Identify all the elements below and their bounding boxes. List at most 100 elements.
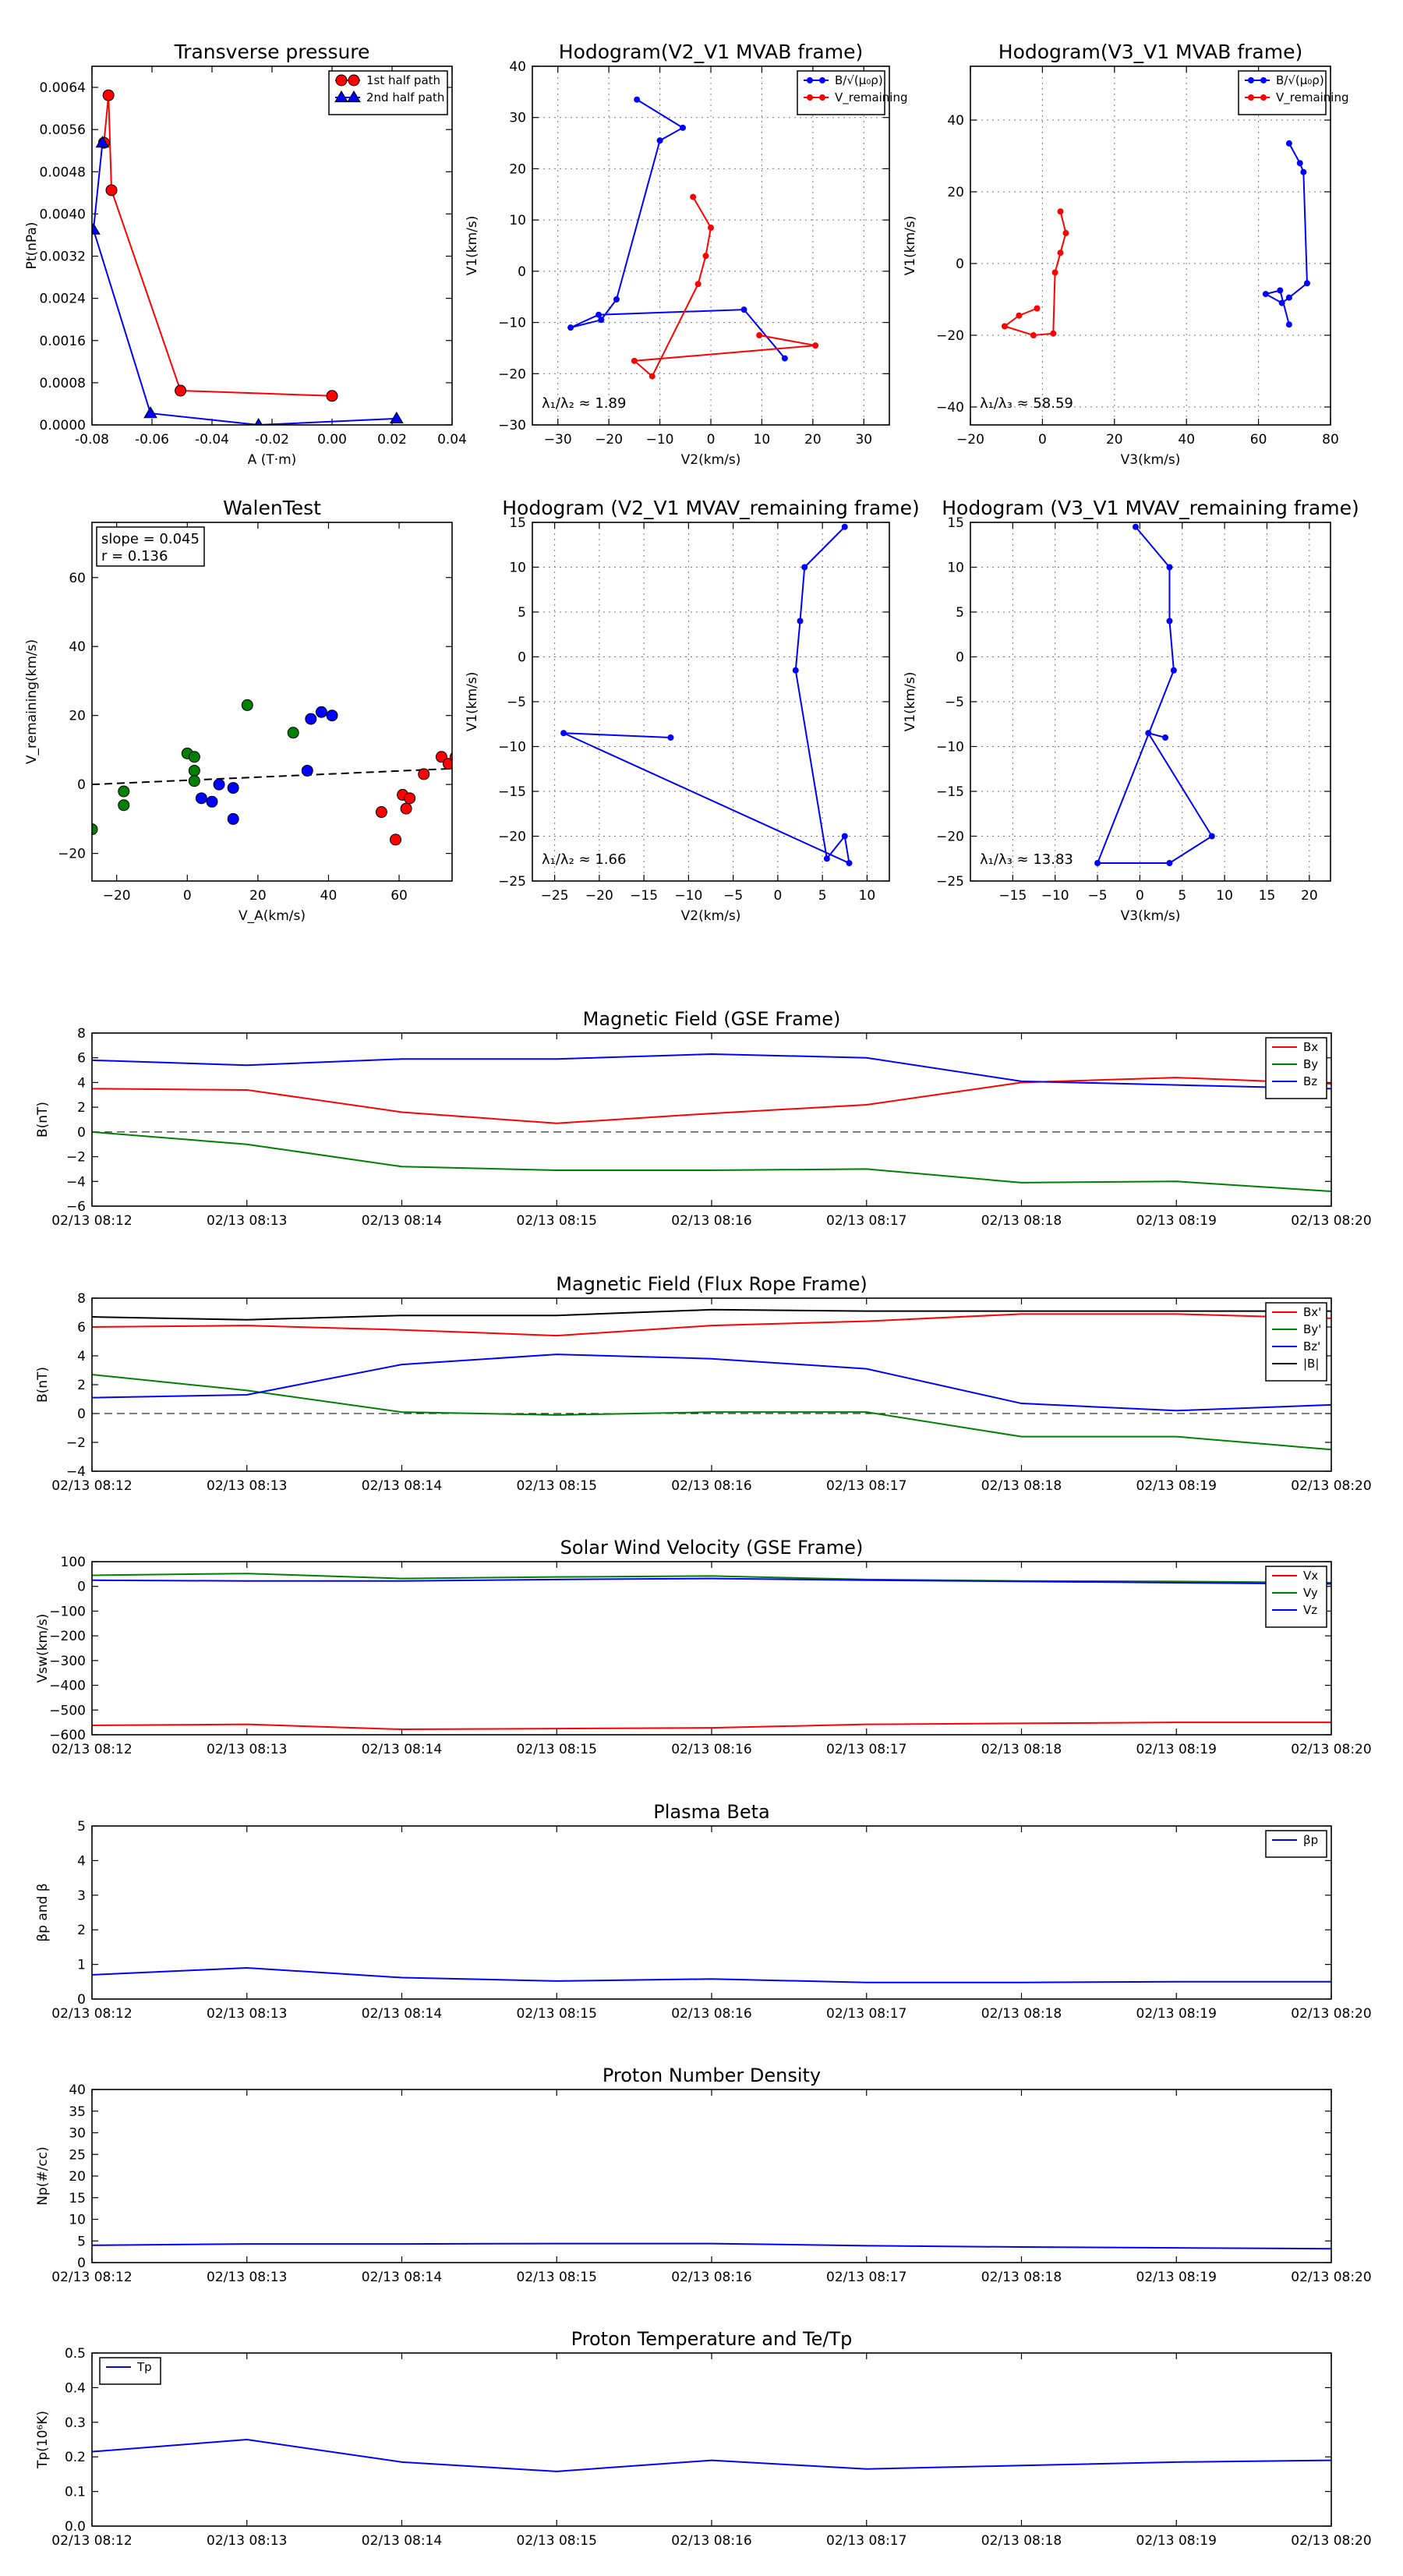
ratio-annotation: λ₁/λ₃ ≈ 58.59 (980, 395, 1073, 412)
y-tick-label: 0.5 (65, 2346, 86, 2362)
chart-title: Magnetic Field (GSE Frame) (583, 1008, 841, 1030)
plot-area (92, 89, 404, 425)
x-tick-label: −5 (1088, 888, 1108, 904)
plot-frame (91, 522, 453, 882)
legend-marker (807, 77, 813, 83)
data-point (781, 355, 788, 362)
y-tick-label: 0 (956, 650, 964, 666)
x-tick-label: 0 (1038, 432, 1047, 448)
data-point (92, 222, 101, 235)
x-tick-label: 02/13 08:19 (1136, 1213, 1217, 1229)
data-point (680, 124, 687, 131)
y-tick-label: 40 (69, 639, 86, 655)
data-point (305, 713, 317, 725)
data-point (560, 730, 567, 737)
series-line-tp (92, 2438, 1331, 2472)
legend-label: V_remaining (835, 90, 908, 105)
data-point (1278, 299, 1285, 306)
data-point (188, 775, 200, 787)
y-tick-label: 60 (69, 571, 86, 586)
x-tick-label: −30 (544, 432, 572, 448)
x-tick-label: 02/13 08:17 (826, 1478, 906, 1494)
series-line-by (92, 1131, 1331, 1192)
data-point (92, 823, 98, 836)
legend-marker (1260, 77, 1267, 83)
x-tick-label: 02/13 08:15 (517, 1213, 597, 1229)
data-point (118, 785, 130, 798)
plot-frame (91, 1561, 1332, 1736)
data-point (598, 317, 605, 324)
y-tick-label: 0 (518, 650, 526, 666)
x-tick-label: 30 (855, 432, 872, 448)
x-tick-label: 02/13 08:17 (826, 2006, 906, 2022)
y-tick-label: −20 (58, 847, 86, 862)
data-point (1296, 160, 1303, 167)
legend-label: Vy (1303, 1586, 1318, 1600)
data-point (1016, 312, 1023, 319)
y-tick-label: 6 (77, 1051, 86, 1067)
data-point (404, 792, 416, 805)
chart-bgse: Magnetic Field (GSE Frame) 02/13 08:12 02/… (35, 1008, 1372, 1229)
y-tick-label: 4 (77, 1349, 86, 1364)
x-tick-label: 02/13 08:15 (517, 1742, 597, 1757)
data-point (1285, 140, 1292, 147)
data-point (389, 411, 404, 423)
data-point (1145, 730, 1152, 737)
y-axis-label: V1(km/s) (465, 672, 480, 732)
plot-frame (970, 522, 1331, 882)
x-tick-label: −5 (723, 888, 743, 904)
series-line-bx (92, 1313, 1331, 1337)
x-axis-label: V2(km/s) (681, 908, 741, 924)
x-tick-label: 02/13 08:13 (207, 1742, 287, 1757)
legend-marker (1260, 94, 1267, 101)
x-axis-label: V_A(km/s) (239, 908, 306, 924)
data-point (315, 706, 327, 718)
y-tick-label: 100 (61, 1555, 86, 1570)
data-point (841, 833, 848, 840)
x-tick-label: 02/13 08:18 (981, 1742, 1062, 1757)
x-tick-label: 02/13 08:16 (671, 2533, 751, 2549)
data-point (1051, 269, 1058, 276)
data-point (595, 311, 603, 318)
y-tick-label: −4 (66, 1174, 86, 1190)
data-point (1162, 734, 1169, 741)
x-tick-label: 02/13 08:12 (51, 2533, 132, 2549)
y-tick-label: 8 (77, 1291, 86, 1307)
legend-label: B/√(μ₀ρ) (835, 73, 883, 87)
data-point (1062, 229, 1069, 236)
x-tick-label: 0.02 (377, 432, 407, 448)
legend: βp (1265, 1830, 1327, 1858)
legend: B/√(μ₀ρ) V_remaining (1238, 70, 1349, 115)
y-tick-label: −40 (936, 400, 964, 416)
y-tick-label: 25 (69, 2147, 86, 2163)
data-point (1303, 280, 1310, 287)
x-tick-label: 02/13 08:12 (51, 1213, 132, 1229)
y-axis-label: V_remaining(km/s) (24, 639, 40, 764)
y-tick-label: 0 (77, 1125, 86, 1141)
x-tick-label: 0 (183, 888, 192, 904)
series-line-vy (92, 1573, 1331, 1583)
x-tick-label: 02/13 08:15 (517, 2533, 597, 2549)
data-point (301, 764, 313, 777)
series-line-s0 (1096, 526, 1214, 864)
x-tick-label: 02/13 08:13 (207, 2533, 287, 2549)
plot-area (92, 2438, 1331, 2472)
x-tick-label: 02/13 08:15 (517, 2270, 597, 2285)
chart-h4: Hodogram (V3_V1 MVAV_remaining frame) −15… (903, 497, 1359, 924)
y-axis-label: V1(km/s) (903, 216, 918, 276)
x-tick-label: 02/13 08:18 (981, 1213, 1062, 1229)
fit-line (92, 767, 452, 786)
plot-frame (532, 522, 890, 882)
y-tick-label: −25 (936, 874, 964, 890)
data-point (1166, 617, 1173, 625)
y-tick-label: −25 (498, 874, 526, 890)
data-point (390, 833, 402, 846)
series-line-by (92, 1374, 1331, 1451)
legend-label: By' (1303, 1322, 1321, 1336)
y-tick-label: 0.0008 (40, 376, 86, 391)
series-line-p (92, 1967, 1331, 1983)
data-point (188, 764, 200, 777)
x-tick-label: -0.04 (195, 432, 229, 448)
x-tick-label: 02/13 08:16 (671, 2270, 751, 2285)
y-tick-label: 15 (69, 2191, 86, 2206)
